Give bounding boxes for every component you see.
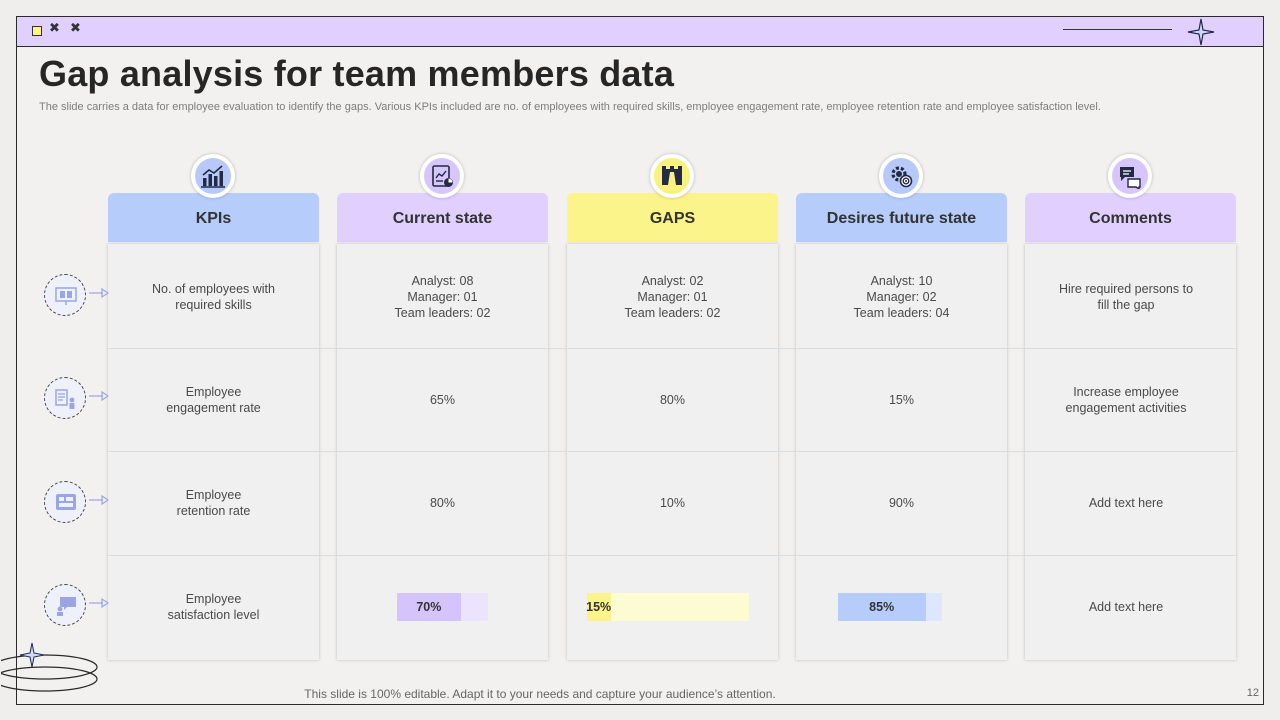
satisfaction-feedback-icon bbox=[57, 597, 76, 616]
footer-note: This slide is 100% editable. Adapt it to… bbox=[304, 687, 776, 701]
column-current-state: Current state bbox=[337, 154, 548, 660]
column-header: Comments bbox=[1025, 193, 1236, 242]
square-decoration bbox=[32, 26, 42, 36]
arrow-right-icon bbox=[89, 597, 109, 609]
row-divider bbox=[107, 348, 1237, 349]
row-icon-1 bbox=[44, 274, 109, 320]
column-icon-badge bbox=[879, 154, 923, 198]
cell-gaps: 10% bbox=[659, 496, 686, 510]
chat-bubbles-icon bbox=[1112, 158, 1148, 194]
slide-frame: ✖ ✖ Gap analysis for team members data T… bbox=[1, 16, 1264, 705]
column-header: GAPS bbox=[567, 193, 778, 242]
top-banner: ✖ ✖ bbox=[17, 17, 1263, 47]
cell-future-state: 90% bbox=[888, 496, 915, 510]
column-icon-badge bbox=[650, 154, 694, 198]
row-icon-2 bbox=[44, 377, 109, 423]
cell-gaps: 80% bbox=[659, 393, 686, 407]
row-divider bbox=[107, 451, 1237, 452]
row-divider bbox=[107, 555, 1237, 556]
sparkle-icon bbox=[1187, 18, 1215, 46]
column-header: Desires future state bbox=[796, 193, 1007, 242]
cross-icon: ✖ bbox=[70, 21, 81, 36]
column-body bbox=[567, 244, 778, 660]
report-clipboard-icon bbox=[424, 158, 460, 194]
column-desired-future-state: Desires future state bbox=[796, 154, 1007, 660]
column-icon-badge bbox=[1108, 154, 1152, 198]
progress-bar-fill: 15% bbox=[586, 593, 611, 621]
column-body bbox=[796, 244, 1007, 660]
gears-target-icon bbox=[883, 158, 919, 194]
cell-gaps: Analyst: 02 Manager: 01 Team leaders: 02 bbox=[624, 274, 721, 320]
arrow-right-icon bbox=[89, 287, 109, 299]
skills-presentation-icon bbox=[55, 287, 77, 305]
cell-kpi: Employee satisfaction level bbox=[167, 592, 260, 622]
progress-bar-fill: 85% bbox=[837, 593, 926, 621]
progress-bar: 15% bbox=[586, 593, 749, 621]
page-title: Gap analysis for team members data bbox=[39, 53, 675, 94]
progress-bar-fill: 70% bbox=[397, 593, 461, 621]
column-header: KPIs bbox=[108, 193, 319, 242]
cell-current-state: 70% bbox=[337, 556, 548, 658]
column-comments: Comments bbox=[1025, 154, 1236, 660]
column-body bbox=[1025, 244, 1236, 660]
column-kpis: KPIs bbox=[108, 154, 319, 660]
column-icon-badge bbox=[420, 154, 464, 198]
cell-kpi: Employee engagement rate bbox=[166, 385, 261, 415]
column-gaps: GAPS bbox=[567, 154, 778, 660]
row-icon-3 bbox=[44, 481, 109, 527]
gap-bridge-icon bbox=[654, 158, 690, 194]
cell-gaps: 15% bbox=[567, 556, 778, 658]
cell-comments: Add text here bbox=[1088, 600, 1164, 614]
divider-line bbox=[1063, 29, 1172, 30]
orbit-sparkle-icon bbox=[1, 642, 98, 692]
cell-future-state: 85% bbox=[796, 556, 1007, 658]
column-body bbox=[108, 244, 319, 660]
column-body bbox=[337, 244, 548, 660]
cell-future-state: Analyst: 10 Manager: 02 Team leaders: 04 bbox=[853, 274, 950, 320]
retention-dashboard-icon bbox=[56, 494, 76, 510]
cross-icon: ✖ bbox=[49, 21, 60, 36]
bar-chart-icon bbox=[195, 158, 231, 194]
page-subtitle: The slide carries a data for employee ev… bbox=[39, 101, 1101, 113]
cell-current-state: 80% bbox=[429, 496, 456, 510]
cell-comments: Increase employee engagement activities bbox=[1065, 385, 1187, 415]
page-number: 12 bbox=[1246, 687, 1259, 699]
cell-kpi: No. of employees with required skills bbox=[152, 282, 275, 312]
cell-current-state: 65% bbox=[429, 393, 456, 407]
arrow-right-icon bbox=[89, 494, 109, 506]
arrow-right-icon bbox=[89, 390, 109, 402]
column-icon-badge bbox=[191, 154, 235, 198]
row-icon-4 bbox=[44, 584, 109, 630]
cell-kpi: Employee retention rate bbox=[176, 488, 251, 518]
cell-future-state: 15% bbox=[888, 393, 915, 407]
cell-comments: Hire required persons to fill the gap bbox=[1058, 282, 1194, 312]
cell-current-state: Analyst: 08 Manager: 01 Team leaders: 02 bbox=[394, 274, 491, 320]
progress-bar: 85% bbox=[837, 593, 942, 621]
engagement-checklist-icon bbox=[55, 389, 75, 409]
cell-comments: Add text here bbox=[1088, 496, 1164, 510]
progress-bar: 70% bbox=[397, 593, 488, 621]
column-header: Current state bbox=[337, 193, 548, 242]
